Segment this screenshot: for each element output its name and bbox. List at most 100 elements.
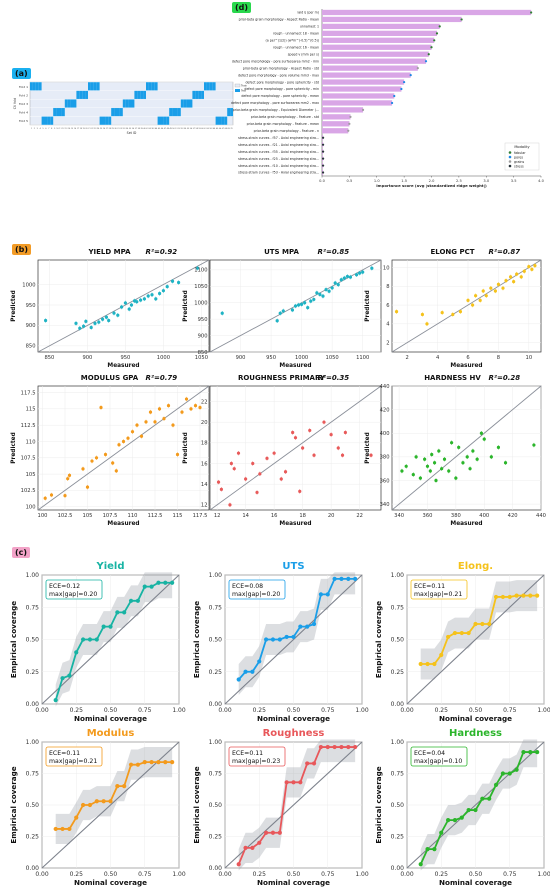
axis-label-x: Nominal coverage: [257, 714, 330, 723]
calibration-point: [339, 576, 344, 581]
test-cell: [119, 107, 123, 117]
calibration-point: [459, 630, 464, 636]
importance-bar: [322, 128, 349, 134]
data-point: [49, 493, 54, 497]
data-point: [219, 487, 223, 491]
calibration-point: [298, 780, 303, 785]
metrics-box: [410, 579, 468, 600]
category-label: stress-strain curves - f53 - Axial engin…: [238, 171, 319, 175]
identity-line: [37, 385, 210, 511]
test-cell: [206, 82, 210, 91]
ece-label: ECE=0.08: [232, 583, 263, 590]
calibration-point: [425, 847, 430, 852]
tick-label: 34: [126, 128, 129, 130]
calibration-point: [298, 624, 303, 629]
data-point: [111, 461, 115, 465]
legend-label: pores: [514, 155, 523, 159]
data-point: [466, 298, 470, 302]
tick-label: 30: [114, 128, 117, 130]
test-cell: [169, 107, 173, 117]
tick-label: 6: [45, 128, 47, 130]
tick-label: 0.50: [287, 871, 301, 878]
tick-label: 0.50: [26, 637, 40, 644]
tick-label: 105: [26, 472, 36, 478]
tick-label: 14: [68, 128, 71, 130]
calibration-point: [473, 807, 478, 813]
modality-dot: [424, 60, 428, 63]
legend-swatch: [235, 89, 240, 92]
chart-title: Hardness: [449, 728, 502, 739]
tick-label: 0.25: [253, 707, 267, 714]
data-point: [293, 304, 298, 308]
tick-label: 0.25: [209, 669, 223, 676]
parity-plot: 340 360 380 400 420 440 340 360 380 400 420 440 HARD…: [365, 374, 546, 527]
test-cell: [102, 116, 106, 125]
data-point: [530, 267, 534, 271]
data-point: [303, 301, 307, 305]
category-label: rough - unnamed: 18 - mean: [273, 32, 319, 36]
tick-label: 950: [26, 303, 36, 309]
calibration-point: [521, 749, 526, 755]
data-point: [482, 437, 486, 441]
test-cell: [209, 82, 213, 91]
data-point: [121, 439, 126, 444]
data-point: [144, 420, 148, 424]
data-point: [283, 470, 288, 474]
tick-label: 65: [216, 128, 218, 130]
calibration-point: [452, 818, 458, 823]
axis-label-y: Predicted: [11, 290, 17, 321]
calibration-point: [446, 634, 451, 640]
category-label: defect pore morphology - pore sphericity…: [244, 87, 319, 91]
r2-label: R²=0.85: [318, 248, 350, 256]
data-point: [329, 432, 333, 437]
data-point: [322, 420, 326, 424]
modality-dot: [347, 129, 350, 132]
category-label: prior-beta grain morphology - Feature - …: [254, 129, 319, 133]
calibration-point: [284, 780, 289, 785]
ece-label: ECE=0.11: [49, 750, 80, 757]
tick-label: 25: [100, 128, 102, 130]
importance-chart: laid ij (per m) prior-beta grain morpholo…: [231, 9, 545, 188]
category-label: laid ij (per m): [298, 11, 319, 15]
data-point: [300, 302, 304, 306]
calibration-point: [156, 760, 161, 765]
tick-label: 1050: [194, 284, 207, 290]
data-point: [361, 270, 365, 274]
data-point: [312, 297, 316, 302]
test-cell: [64, 99, 68, 108]
tick-label: 1050: [326, 355, 339, 361]
ece-label: ECE=0.12: [49, 583, 80, 590]
axis-label-y: Empirical coverage: [192, 766, 201, 843]
data-point: [180, 410, 184, 414]
modality-dot: [321, 143, 325, 146]
tick-label: 400: [380, 431, 390, 437]
data-point: [501, 286, 505, 290]
tick-label: 0.25: [435, 707, 449, 714]
metrics-box: [228, 746, 286, 767]
test-cell: [189, 99, 193, 108]
data-point: [404, 464, 408, 468]
tick-label: 66: [219, 128, 222, 130]
tick-label: 10: [56, 128, 59, 130]
tick-label: 0.75: [503, 871, 517, 878]
fold-label: Fold 4: [19, 111, 28, 115]
tick-label: 0.75: [321, 707, 335, 714]
category-label: prior-beta grain morphology - Aspect Rat…: [243, 66, 319, 70]
tick-label: 115: [173, 513, 183, 519]
calibration-point: [67, 673, 72, 678]
chart-title: ELONG PCT: [430, 248, 474, 256]
tick-label: 0.50: [209, 637, 223, 644]
test-cell: [30, 82, 33, 91]
tick-label: 1.00: [391, 572, 405, 579]
calibration-point: [142, 584, 147, 589]
tick-label: 50: [172, 128, 175, 130]
tick-label: 18: [201, 441, 208, 447]
test-cell: [172, 107, 175, 117]
chart-title: UTS: [282, 561, 304, 572]
parity-plot: 100 102.5 105 107.5 110 112.5 115 117.5 100 102.5…: [11, 374, 210, 527]
modality-dot: [409, 74, 412, 77]
test-cell: [160, 116, 164, 125]
calibration-point: [108, 624, 113, 629]
calibration-point: [480, 621, 485, 627]
calibration-point: [257, 840, 262, 845]
